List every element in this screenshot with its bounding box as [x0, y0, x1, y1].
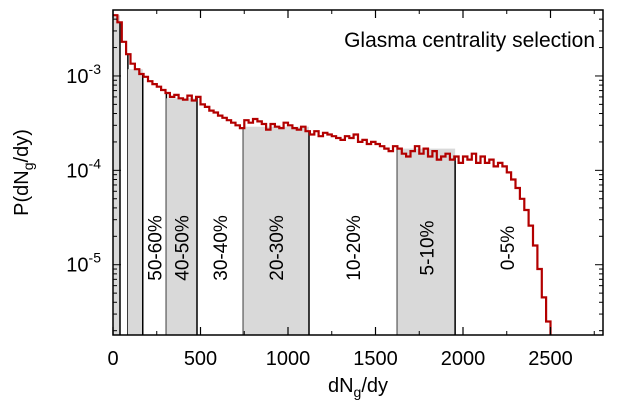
centrality-bin-shade [243, 126, 309, 335]
x-axis-ticks: 0 500 1000 1500 2000 2500 [107, 10, 595, 370]
centrality-bin-shade [127, 69, 143, 336]
centrality-bin-label: 0-5% [498, 226, 519, 270]
x-tick-label: 2500 [528, 348, 573, 370]
x-axis-label: dNg/dy [328, 375, 388, 400]
x-tick-label: 0 [107, 348, 118, 370]
centrality-bin-label: 50-60% [146, 215, 167, 281]
chart-title: Glasma centrality selection [344, 29, 595, 52]
y-tick-label: 10-5 [66, 250, 101, 277]
centrality-bin-label: 30-40% [211, 215, 232, 281]
y-axis-label: P(dNg/dy) [11, 129, 36, 216]
centrality-bins: 50-60% 40-50% 30-40% 20-30% 10-20% 5-10% 0-5% [113, 15, 519, 336]
centrality-bin-label: 20-30% [267, 215, 288, 281]
centrality-bin-label: 5-10% [417, 220, 438, 275]
y-tick-label: 10-3 [66, 61, 101, 88]
centrality-bin-shade [397, 148, 456, 335]
x-tick-label: 500 [184, 348, 217, 370]
y-axis-ticks: 10-5 10-4 10-3 [66, 9, 603, 332]
histogram-line [113, 14, 552, 335]
x-tick-label: 2000 [441, 348, 486, 370]
histogram-series [113, 14, 552, 335]
centrality-bin-label: 10-20% [344, 215, 365, 281]
x-tick-label: 1500 [353, 348, 398, 370]
plot-frame [112, 9, 604, 336]
y-tick-label: 10-4 [66, 155, 101, 182]
centrality-bin-label: 40-50% [173, 215, 194, 281]
x-tick-label: 1000 [266, 348, 311, 370]
centrality-bin-shade [166, 98, 197, 336]
